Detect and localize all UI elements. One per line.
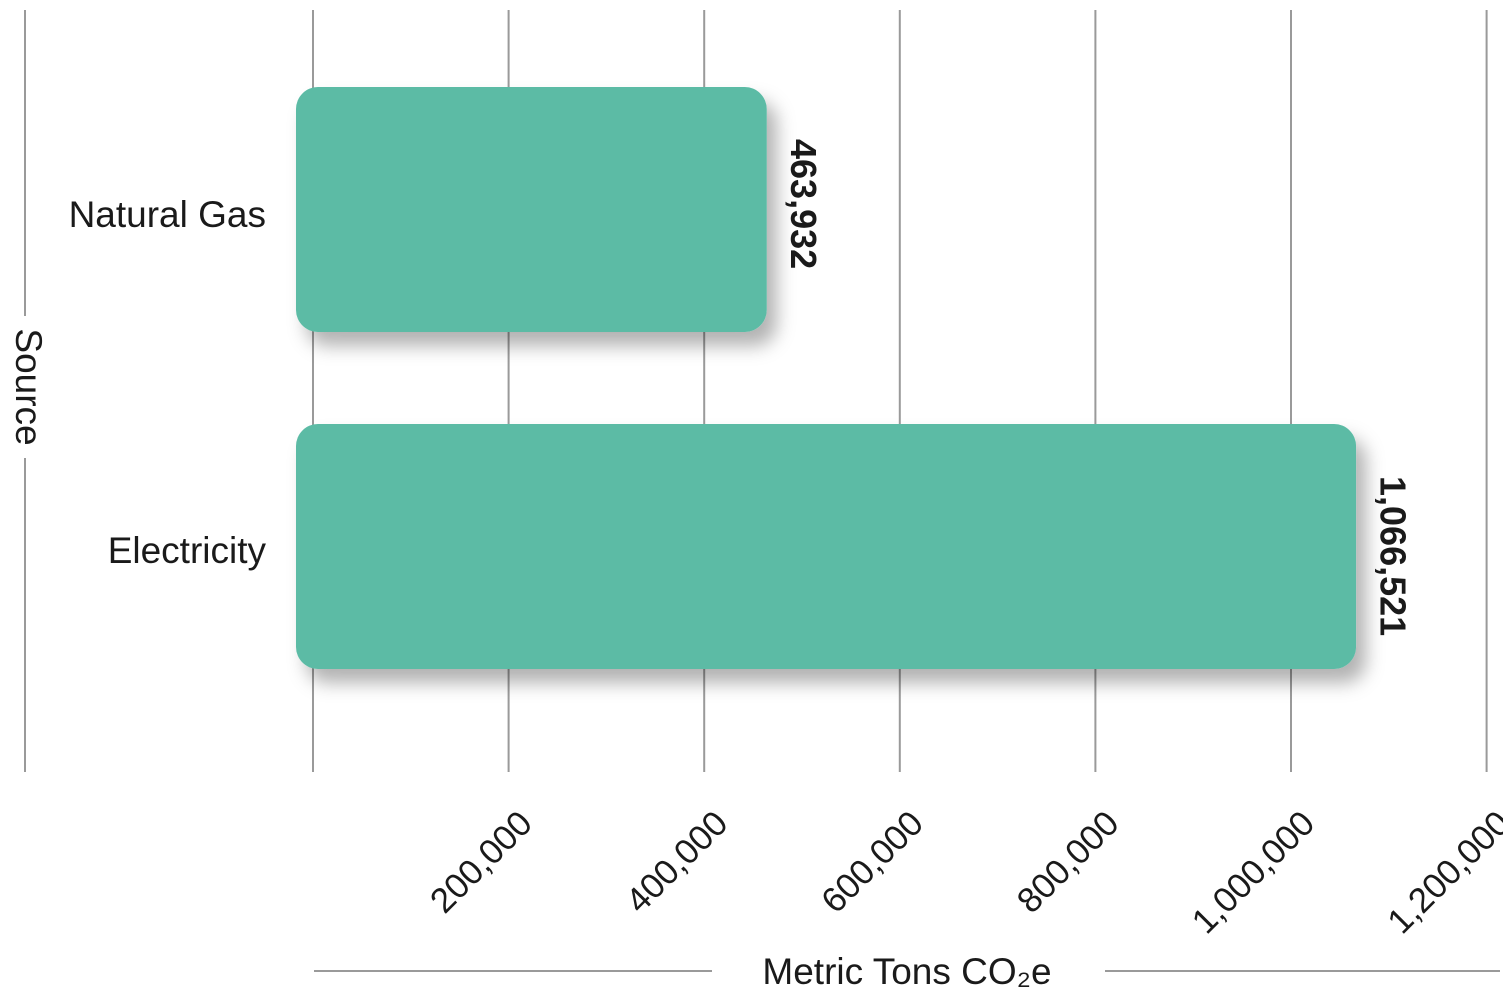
x-tick-label: 200,000 bbox=[423, 804, 540, 921]
bars bbox=[296, 87, 1357, 669]
value-labels: 463,932 1,066,521 bbox=[783, 139, 1413, 636]
y-axis-title: Source bbox=[8, 328, 49, 445]
x-tick-label: 1,200,000 bbox=[1380, 804, 1503, 942]
value-label: 1,066,521 bbox=[1373, 476, 1414, 636]
x-tick-label: 1,000,000 bbox=[1185, 804, 1323, 942]
x-tick-labels: 200,000 400,000 600,000 800,000 1,000,000 1,2… bbox=[423, 804, 1503, 942]
bar bbox=[296, 424, 1357, 669]
value-label: 463,932 bbox=[783, 139, 824, 269]
category-labels: Natural Gas Electricity bbox=[69, 194, 267, 571]
category-label: Natural Gas bbox=[69, 194, 266, 235]
x-tick-label: 600,000 bbox=[814, 804, 931, 921]
bar bbox=[296, 87, 767, 332]
x-tick-label: 800,000 bbox=[1010, 804, 1127, 921]
category-label: Electricity bbox=[108, 530, 267, 571]
x-tick-label: 400,000 bbox=[618, 804, 735, 921]
x-axis-title: Metric Tons CO₂e bbox=[762, 951, 1051, 992]
